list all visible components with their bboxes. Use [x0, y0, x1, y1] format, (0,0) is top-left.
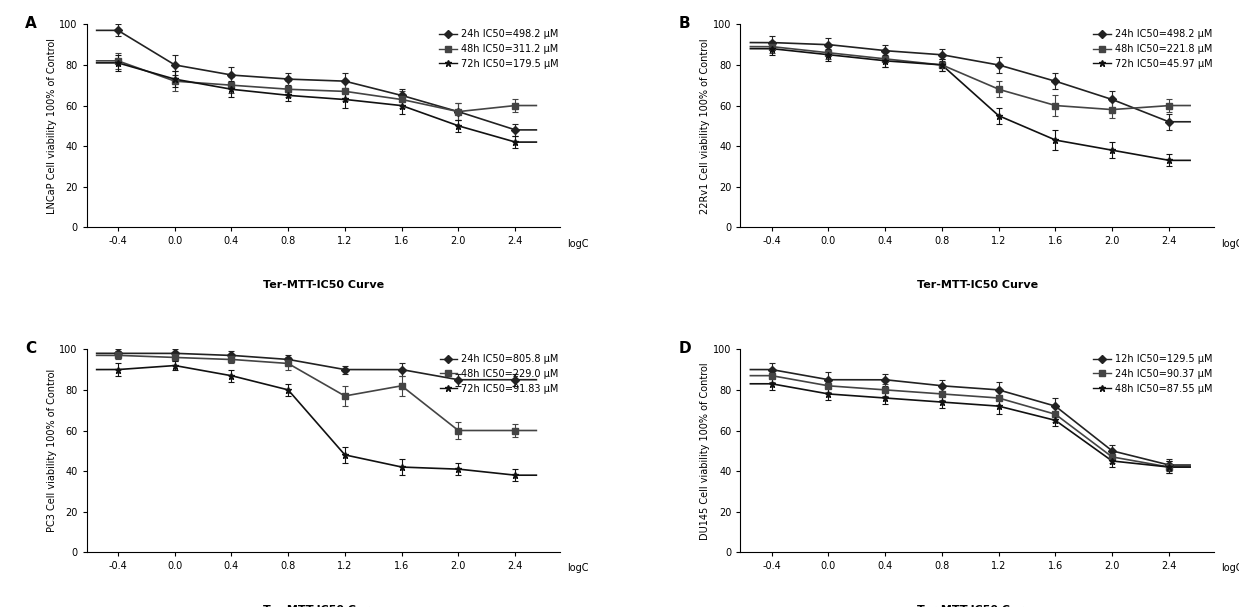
Legend: 12h IC50=129.5 μM, 24h IC50=90.37 μM, 48h IC50=87.55 μM: 12h IC50=129.5 μM, 24h IC50=90.37 μM, 48… [1092, 352, 1214, 396]
Text: logC: logC [567, 239, 589, 248]
Y-axis label: DU145 Cell viability 100% of Control: DU145 Cell viability 100% of Control [700, 362, 710, 540]
Legend: 24h IC50=805.8 μM, 48h IC50=229.0 μM, 72h IC50=91.83 μM: 24h IC50=805.8 μM, 48h IC50=229.0 μM, 72… [437, 352, 560, 396]
Y-axis label: PC3 Cell viability 100% of Control: PC3 Cell viability 100% of Control [47, 369, 57, 532]
Text: logC: logC [1222, 563, 1239, 574]
Text: B: B [679, 16, 690, 31]
Text: C: C [25, 341, 36, 356]
Y-axis label: 22Rv1 Cell viability 100% of Control: 22Rv1 Cell viability 100% of Control [700, 38, 710, 214]
Text: Ter-MTT-IC50 Curve: Ter-MTT-IC50 Curve [263, 280, 384, 290]
Y-axis label: LNCaP Cell viability 100% of Control: LNCaP Cell viability 100% of Control [47, 38, 57, 214]
Text: D: D [679, 341, 691, 356]
Text: A: A [25, 16, 37, 31]
Legend: 24h IC50=498.2 μM, 48h IC50=221.8 μM, 72h IC50=45.97 μM: 24h IC50=498.2 μM, 48h IC50=221.8 μM, 72… [1092, 27, 1214, 71]
Text: Ter-MTT-IC50 Curve: Ter-MTT-IC50 Curve [917, 280, 1038, 290]
Text: Ter-MTT-IC50 Curve: Ter-MTT-IC50 Curve [917, 605, 1038, 607]
Text: logC: logC [567, 563, 589, 574]
Text: logC: logC [1222, 239, 1239, 248]
Text: Ter-MTT-IC50 Curve: Ter-MTT-IC50 Curve [263, 605, 384, 607]
Legend: 24h IC50=498.2 μM, 48h IC50=311.2 μM, 72h IC50=179.5 μM: 24h IC50=498.2 μM, 48h IC50=311.2 μM, 72… [437, 27, 560, 71]
